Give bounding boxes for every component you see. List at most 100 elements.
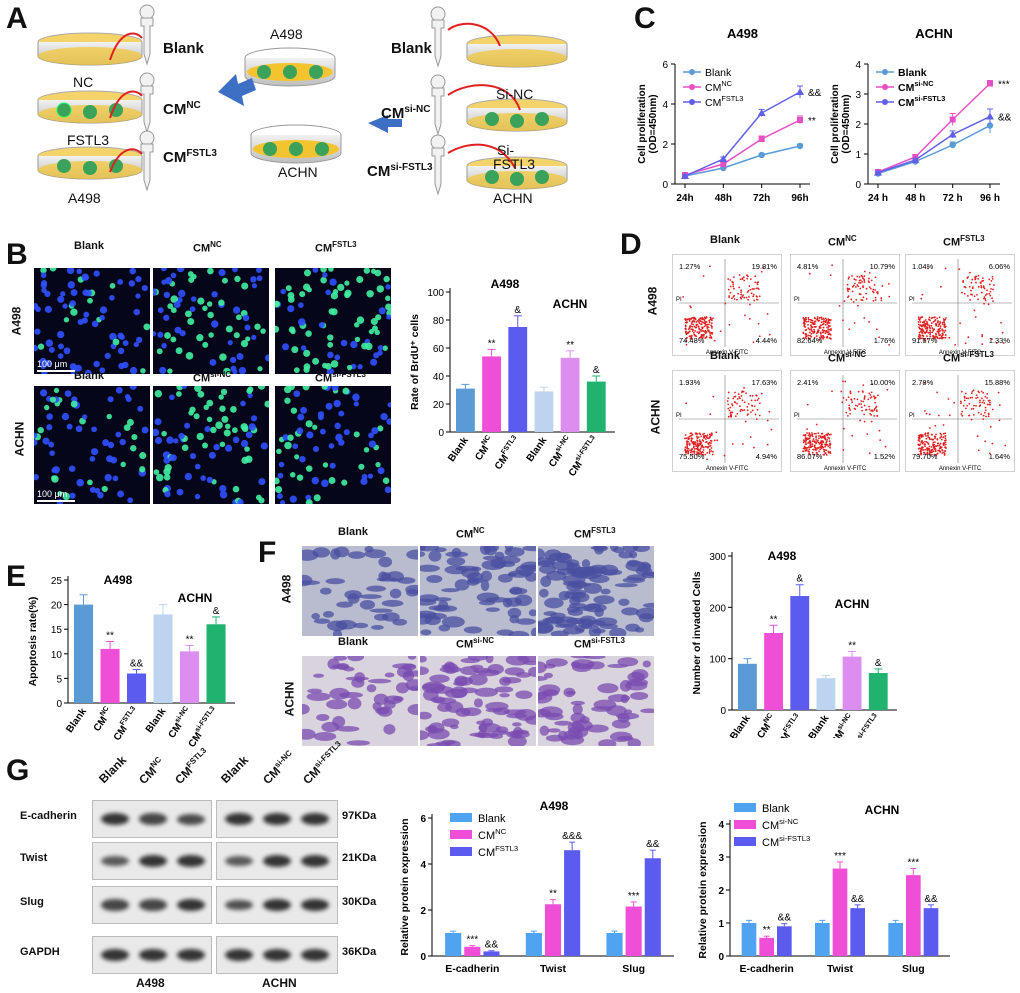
event-dot bbox=[698, 328, 701, 331]
event-dot bbox=[981, 333, 984, 336]
event-dot bbox=[976, 293, 978, 296]
nucleus bbox=[264, 400, 269, 408]
event-dot bbox=[939, 432, 942, 435]
y-tick-label: 2 bbox=[420, 906, 426, 917]
cell bbox=[381, 599, 404, 607]
event-dot bbox=[695, 335, 698, 338]
event-dot bbox=[975, 281, 977, 284]
event-dot bbox=[741, 409, 744, 412]
event-dot bbox=[734, 395, 737, 398]
event-dot bbox=[816, 447, 819, 449]
cell bbox=[622, 577, 646, 584]
x-tick-label: 48h bbox=[715, 193, 732, 204]
event-dot bbox=[934, 445, 937, 448]
flow-title: CMsi-FSTL3 bbox=[943, 350, 994, 365]
event-dot bbox=[803, 445, 806, 448]
cell bbox=[634, 627, 645, 633]
cell bbox=[420, 656, 427, 663]
event-dot bbox=[709, 316, 712, 319]
event-dot bbox=[686, 444, 688, 447]
quadrant-percent: 6.06% bbox=[989, 262, 1011, 271]
event-dot bbox=[928, 413, 931, 416]
data-point bbox=[949, 141, 956, 149]
event-dot bbox=[813, 453, 815, 456]
nucleus bbox=[184, 422, 191, 429]
event-dot bbox=[755, 394, 758, 397]
nucleus bbox=[248, 423, 256, 431]
cell bbox=[331, 664, 350, 670]
cell bbox=[326, 699, 348, 710]
event-dot bbox=[827, 445, 830, 448]
event-dot bbox=[989, 401, 991, 404]
event-dot bbox=[703, 432, 705, 435]
cell bbox=[563, 687, 576, 698]
event-dot bbox=[843, 300, 846, 302]
bar bbox=[534, 391, 554, 432]
fluorescence-image bbox=[275, 386, 391, 504]
dish-achn-center bbox=[250, 124, 342, 164]
event-dot bbox=[919, 324, 922, 327]
nucleus bbox=[41, 287, 47, 294]
x-tick-label: CMNC bbox=[90, 705, 115, 733]
event-dot bbox=[804, 336, 807, 339]
event-dot bbox=[977, 449, 980, 452]
nucleus bbox=[322, 462, 329, 468]
event-dot bbox=[709, 334, 712, 337]
event-dot bbox=[695, 447, 698, 450]
event-dot bbox=[870, 409, 873, 412]
event-dot bbox=[816, 439, 819, 442]
blot-strip bbox=[92, 936, 212, 974]
event-dot bbox=[875, 409, 878, 412]
legend-swatch bbox=[734, 820, 756, 829]
cell bbox=[609, 627, 627, 636]
event-dot bbox=[942, 444, 945, 447]
row-label: A498 bbox=[9, 306, 24, 336]
event-dot bbox=[940, 434, 943, 436]
nucleus bbox=[66, 268, 75, 275]
nucleus bbox=[143, 323, 150, 331]
data-point bbox=[911, 156, 920, 163]
nucleus bbox=[328, 268, 334, 272]
event-dot bbox=[819, 441, 822, 444]
cell bbox=[512, 726, 523, 739]
nucleus bbox=[354, 322, 360, 328]
cell bbox=[322, 611, 335, 618]
event-dot bbox=[711, 325, 713, 328]
cell-line-label: ACHN bbox=[262, 976, 297, 990]
event-dot bbox=[934, 437, 936, 440]
event-dot bbox=[740, 408, 743, 411]
nucleus bbox=[327, 351, 334, 359]
cell bbox=[562, 627, 585, 635]
nucleus bbox=[77, 319, 84, 326]
nucleus bbox=[324, 363, 332, 370]
x-axis-label: Annexin V-FITC bbox=[939, 350, 982, 355]
event-dot bbox=[987, 412, 990, 415]
significance-label: ** bbox=[549, 889, 557, 900]
nucleus bbox=[322, 272, 328, 278]
cell bbox=[626, 559, 640, 567]
nucleus bbox=[102, 439, 110, 447]
nucleus bbox=[51, 475, 57, 481]
event-dot bbox=[699, 447, 702, 450]
legend-marker bbox=[882, 84, 888, 90]
x-tick-label: E-cadherin bbox=[445, 963, 499, 975]
cell bbox=[335, 619, 357, 630]
transwell-title: CMsi-NC bbox=[456, 636, 494, 651]
event-dot bbox=[816, 317, 819, 320]
event-dot bbox=[821, 318, 823, 321]
nucleus bbox=[161, 342, 167, 349]
event-dot bbox=[740, 395, 743, 397]
event-dot bbox=[920, 436, 923, 438]
event-dot bbox=[757, 322, 760, 325]
event-dot bbox=[848, 276, 850, 279]
event-dot bbox=[825, 454, 828, 456]
event-dot bbox=[936, 444, 939, 447]
event-dot bbox=[746, 274, 748, 277]
y-tick-label: 60 bbox=[433, 344, 445, 355]
cell bbox=[544, 597, 564, 609]
event-dot bbox=[700, 453, 703, 456]
nucleus bbox=[225, 325, 233, 333]
legend-swatch bbox=[450, 813, 472, 822]
